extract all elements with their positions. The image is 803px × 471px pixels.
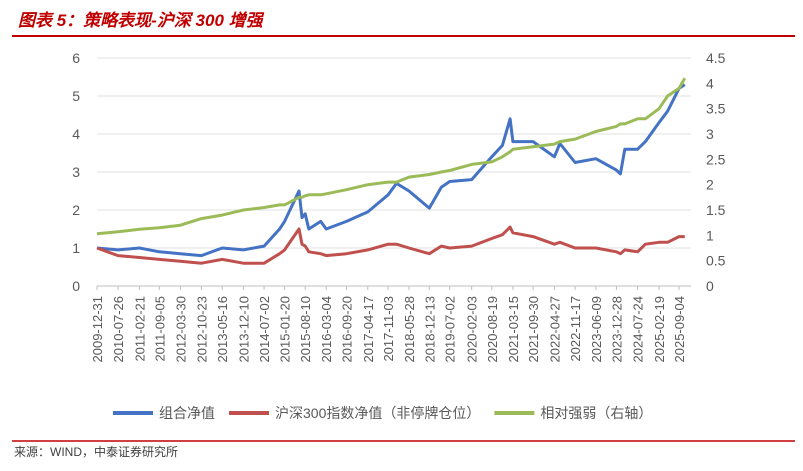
x-tick-label: 2012-10-23 [194,296,209,363]
y-tick-label: 0 [72,278,80,294]
series-line [96,225,685,265]
series-line [96,83,686,258]
x-tick-label: 2011-09-05 [152,296,167,362]
x-tick-label: 2017-11-03 [381,296,396,362]
x-tick-label: 2025-09-04 [672,296,687,363]
y2-tick-label: 1.5 [706,202,726,218]
x-tick-label: 2018-05-28 [402,296,417,363]
y2-tick-label: 0.5 [706,253,726,269]
x-tick-label: 2019-07-02 [443,296,458,363]
series-line [96,77,687,236]
y2-tick-label: 2.5 [706,151,726,167]
y2-tick-label: 2 [706,177,714,193]
x-tick-label: 2013-05-16 [215,296,230,363]
chart-title: 图表 5：策略表现-沪深 300 增强 [18,11,265,30]
x-tick-label: 2022-11-17 [568,296,583,362]
x-tick-label: 2020-02-03 [465,296,480,363]
x-tick-label: 2010-07-26 [111,296,126,363]
source: 来源：WIND，中泰证券研究所 [14,444,178,459]
y-tick-label: 4 [72,126,80,142]
x-tick-label: 2021-09-30 [526,296,541,363]
y-tick-label: 6 [72,50,80,66]
legend-label: 组合净值 [159,405,215,421]
y-tick-label: 3 [72,164,80,180]
x-tick-label: 2016-03-04 [319,296,334,363]
x-tick-label: 2018-12-13 [422,296,437,363]
x-tick-label: 2022-04-27 [547,296,562,363]
y2-tick-label: 0 [706,278,714,294]
legend-label: 沪深300指数净值（非停牌仓位） [275,405,480,421]
x-tick-label: 2015-08-10 [298,296,313,363]
x-tick-label: 2021-03-15 [506,296,521,363]
x-tick-label: 2015-01-20 [278,296,293,363]
x-tick-label: 2024-07-24 [631,296,646,363]
y2-tick-label: 3.5 [706,101,726,117]
y2-tick-label: 3 [706,126,714,142]
y-tick-label: 5 [72,88,80,104]
x-tick-label: 2017-04-17 [361,296,376,363]
x-tick-label: 2020-08-19 [485,296,500,363]
x-tick-label: 2023-12-28 [609,296,624,363]
y2-tick-label: 4 [706,75,714,91]
legend-label: 相对强弱（右轴） [540,405,652,421]
x-tick-label: 2013-12-10 [236,296,251,363]
x-tick-label: 2011-02-21 [132,296,147,362]
x-tick-label: 2025-02-19 [652,296,667,363]
x-tick-label: 2023-06-09 [589,296,604,363]
x-tick-label: 2016-09-20 [340,296,355,363]
x-tick-label: 2014-07-02 [257,296,272,363]
y-tick-label: 1 [72,240,80,256]
x-tick-label: 2012-03-30 [173,296,188,363]
y2-tick-label: 1 [706,227,714,243]
x-tick-label: 2009-12-31 [90,296,105,363]
y2-tick-label: 4.5 [706,50,726,66]
y-tick-label: 2 [72,202,80,218]
